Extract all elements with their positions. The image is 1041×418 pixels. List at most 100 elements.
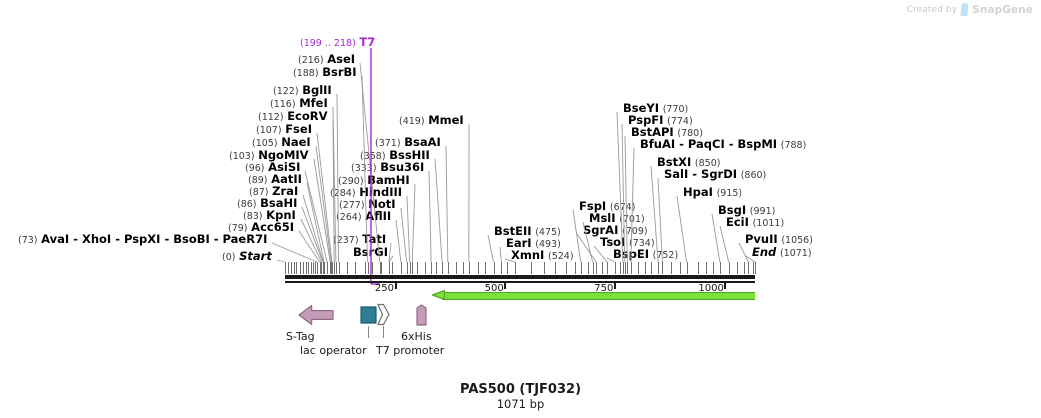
- restriction-site-ticks: [285, 262, 756, 274]
- restriction-site-tick: [442, 262, 444, 274]
- enzyme-position: (96): [245, 163, 265, 174]
- enzyme-position: (83): [243, 211, 263, 222]
- enzyme-label[interactable]: EciI (1011): [726, 216, 784, 230]
- enzyme-leader-line: [315, 145, 332, 263]
- ruler-tick-label: 750: [594, 283, 614, 294]
- enzyme-label[interactable]: (83) KpnI: [243, 209, 296, 223]
- restriction-site-tick: [728, 262, 730, 274]
- enzyme-label[interactable]: (216) AseI: [298, 53, 355, 67]
- restriction-site-tick: [543, 262, 545, 274]
- enzyme-position: (780): [677, 128, 703, 139]
- enzyme-label[interactable]: PspFI (774): [628, 114, 693, 128]
- restriction-site-tick: [719, 262, 721, 274]
- ruler-tick-label: 500: [484, 283, 504, 294]
- restriction-site-tick: [310, 262, 312, 274]
- enzyme-label[interactable]: (112) EcoRV: [258, 110, 328, 124]
- feature-glyph[interactable]: [416, 304, 427, 326]
- orf-arrow[interactable]: [432, 290, 755, 300]
- orf-shaft: [442, 292, 755, 300]
- enzyme-position: (493): [535, 239, 561, 250]
- feature-glyph[interactable]: [298, 304, 334, 326]
- ruler-major-tick: [504, 282, 507, 289]
- enzyme-name: BstEII: [494, 224, 532, 238]
- enzyme-name: BsrBI: [322, 65, 357, 79]
- enzyme-label[interactable]: BspEI (752): [613, 248, 678, 262]
- enzyme-position: (290): [338, 176, 364, 187]
- enzyme-leader-line: [406, 195, 411, 263]
- t7-region-label[interactable]: (199 .. 218) T7: [300, 36, 375, 50]
- enzyme-name: BstXI: [657, 155, 692, 169]
- enzyme-position: (1056): [781, 235, 813, 246]
- restriction-site-tick: [287, 262, 289, 274]
- enzyme-leader-line: [395, 219, 402, 263]
- enzyme-label[interactable]: BsgI (991): [718, 204, 775, 218]
- enzyme-leader-line: [411, 183, 416, 263]
- enzyme-label[interactable]: (122) BglII: [273, 84, 332, 98]
- restriction-site-tick: [484, 262, 486, 274]
- enzyme-label[interactable]: (188) BsrBI: [293, 66, 357, 80]
- enzyme-label[interactable]: (116) MfeI: [270, 97, 328, 111]
- enzyme-label[interactable]: (264) AflII: [336, 210, 391, 224]
- restriction-site-tick: [380, 262, 382, 274]
- restriction-site-tick: [592, 262, 594, 274]
- t7-name: T7: [359, 35, 376, 49]
- feature-glyph[interactable]: [377, 303, 390, 326]
- enzyme-position: (116): [270, 99, 296, 110]
- feature-glyph[interactable]: [360, 306, 377, 324]
- enzyme-label[interactable]: XmnI (524): [511, 249, 574, 263]
- restriction-site-tick: [515, 262, 516, 274]
- enzyme-position: (475): [535, 227, 561, 238]
- enzyme-label[interactable]: (419) MmeI: [399, 114, 464, 128]
- enzyme-name: NgoMIV: [258, 148, 309, 162]
- restriction-site-tick: [748, 262, 750, 274]
- arrow-right-white-icon: [377, 303, 390, 326]
- restriction-site-tick: [478, 262, 480, 274]
- enzyme-label[interactable]: (0) Start: [222, 250, 272, 264]
- enzyme-label[interactable]: End (1071): [752, 246, 812, 260]
- enzyme-label[interactable]: HpaI (915): [683, 186, 742, 200]
- enzyme-label[interactable]: BstEII (475): [494, 225, 561, 239]
- enzyme-position: (73): [18, 235, 38, 246]
- enzyme-position: (709): [622, 226, 648, 237]
- restriction-site-tick: [638, 262, 640, 274]
- enzyme-name: BfuAI - PaqCI - BspMI: [640, 137, 778, 151]
- enzyme-label[interactable]: PvuII (1056): [745, 233, 813, 247]
- enzyme-label[interactable]: BstXI (850): [657, 156, 720, 170]
- enzyme-name: MmeI: [428, 113, 464, 127]
- enzyme-label[interactable]: (86) BsaHI: [237, 197, 297, 211]
- enzyme-position: (105): [252, 138, 278, 149]
- enzyme-label[interactable]: (79) Acc65I: [228, 221, 294, 235]
- enzyme-leader-line: [302, 194, 324, 263]
- enzyme-label[interactable]: SalI - SgrDI (860): [664, 168, 766, 182]
- enzyme-label[interactable]: (105) NaeI: [252, 136, 311, 150]
- enzyme-label[interactable]: (89) AatII: [248, 173, 302, 187]
- enzyme-position: (277): [339, 200, 365, 211]
- feature-label: S-Tag: [286, 330, 315, 343]
- enzyme-leader-line: [428, 170, 432, 263]
- enzyme-label[interactable]: BsrGI: [353, 246, 388, 258]
- enzyme-position: (87): [249, 187, 269, 198]
- restriction-site-tick: [331, 262, 333, 274]
- restriction-site-tick: [319, 262, 321, 274]
- enzyme-position: (734): [629, 238, 655, 249]
- enzyme-label[interactable]: BseYI (770): [623, 102, 688, 116]
- enzyme-label[interactable]: (103) NgoMIV: [229, 149, 309, 163]
- enzyme-name: FspI: [579, 199, 607, 213]
- enzyme-label[interactable]: BstAPI (780): [631, 126, 703, 140]
- enzyme-label[interactable]: (107) FseI: [256, 123, 312, 137]
- enzyme-name: PspFI: [628, 113, 664, 127]
- restriction-site-tick: [424, 262, 426, 274]
- enzyme-name: BsaHI: [260, 196, 298, 210]
- enzyme-label[interactable]: (73) AvaI - XhoI - PspXI - BsoBI - PaeR7…: [18, 233, 267, 247]
- enzyme-name: BglII: [302, 83, 332, 97]
- enzyme-label[interactable]: (87) ZraI: [249, 185, 298, 199]
- ruler-major-tick: [394, 282, 397, 289]
- enzyme-label[interactable]: BfuAI - PaqCI - BspMI (788): [640, 138, 806, 152]
- enzyme-label[interactable]: (96) AsiSI: [245, 161, 300, 175]
- enzyme-label[interactable]: EarI (493): [506, 237, 561, 251]
- restriction-site-tick: [312, 262, 314, 274]
- enzyme-name: FseI: [285, 122, 312, 136]
- restriction-site-tick: [431, 262, 433, 274]
- enzyme-label[interactable]: (371) BsaAI: [375, 136, 441, 150]
